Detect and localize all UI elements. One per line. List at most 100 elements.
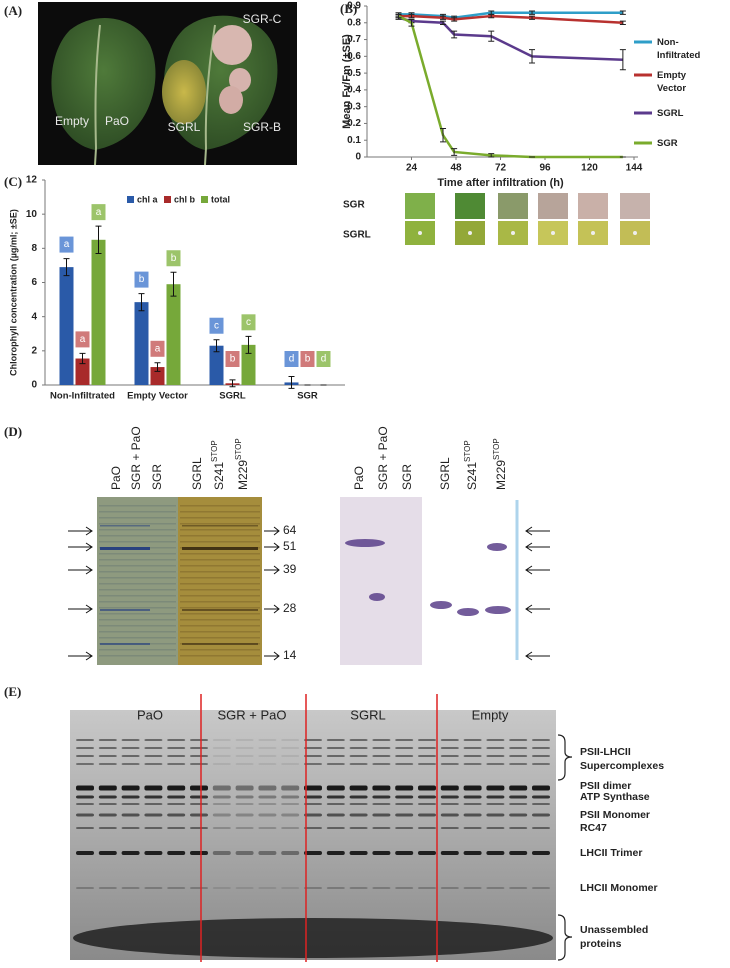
braces [557,734,573,961]
panel-label: (A) [4,3,22,18]
error-bar [154,362,161,372]
legend-swatch [164,196,171,203]
significance-letter: b [305,354,311,365]
x-tick-label: Empty Vector [127,391,188,402]
marker-label: 28 [283,601,297,615]
x-tick-label: Non-Infiltrated [50,391,115,402]
significance-letter: a [80,334,86,345]
y-tick-label: 12 [26,175,38,186]
significance-letter: a [64,239,70,250]
y-tick-label: 10 [26,209,38,220]
bar [209,345,224,385]
marker-label: 39 [283,562,297,576]
group-label: Empty [472,707,509,722]
error-bar [440,20,447,25]
panel-label: (D) [4,424,22,439]
group-label: SGR + PaO [218,707,287,722]
legend-label: chl b [174,194,196,204]
error-bar [408,18,415,27]
lane-label: SGR [400,464,414,490]
significance-letter: c [246,317,251,328]
lane-label: M229STOP [492,438,508,490]
significance-letter: d [321,354,327,365]
band-label: ATP Synthase [580,791,650,803]
bar [91,239,106,385]
lane-separators [200,694,438,962]
marker-label: 64 [283,523,297,537]
significance-letter: a [155,343,161,354]
error-bar [451,30,458,39]
legend-swatch [127,196,134,203]
error-bar [451,17,458,22]
line-series [397,14,623,159]
error-bar [619,10,626,15]
lane-label: S241STOP [463,440,479,490]
leaf-strip [405,193,650,245]
legend-label: chl a [137,194,159,204]
gel-images [97,497,522,665]
strip-label: SGR [343,200,365,211]
lane-label: SGR [150,464,164,490]
x-tick-label: 120 [581,163,598,174]
x-tick-label: 144 [626,163,643,174]
error-bar [213,339,220,353]
y-tick-label: 0.4 [347,85,361,96]
y-tick-label: 0.1 [347,135,361,146]
y-axis-label: Mean Fv/Fm (±SE) [341,34,353,129]
native-gel-bands [73,739,553,958]
bar [241,344,256,385]
error-bar [488,13,495,19]
marker-label: 14 [283,648,297,662]
leaf-label: Empty [55,114,89,128]
error-bar [63,258,70,277]
line-series [398,16,623,61]
bar [59,267,74,385]
x-tick-label: SGR [297,391,318,402]
error-bar [408,13,415,19]
lane-label: M229STOP [234,438,250,490]
legend-swatch [201,196,208,203]
error-bar [529,10,536,15]
y-tick-label: 0.2 [347,118,361,129]
panel-label: (B) [340,1,357,16]
legend-label: SGRL [657,108,684,119]
lane-label: SGR + PaO [129,426,143,490]
y-tick-label: 4 [31,311,37,322]
x-axis-label: Time after infiltration (h) [437,177,564,189]
error-bar [170,271,177,297]
error-bar [395,13,402,19]
x-tick-label: 48 [450,163,462,174]
y-tick-label: 0.8 [347,17,361,28]
x-tick-label: 96 [539,163,551,174]
gel-bands [99,505,511,657]
marker-label: 51 [283,539,297,553]
significance-letter: a [96,207,102,218]
bar [75,358,90,385]
leaf-label: SGR-C [243,12,282,26]
error-bar [229,379,236,388]
error-bar [488,153,495,158]
legend-label: total [211,194,230,204]
error-bar [440,15,447,20]
panel-label: (C) [4,174,22,189]
band-label: LHCII Monomer [580,882,658,894]
band-label: Unassembled proteins [580,924,648,950]
group-label: SGRL [350,707,385,722]
x-tick-label: 24 [406,163,418,174]
bar [166,284,181,385]
error-bar [440,127,447,143]
y-tick-label: 0.5 [347,68,361,79]
y-tick-label: 0 [31,380,37,391]
y-tick-label: 8 [31,243,37,254]
legend-label: Empty Vector [657,70,687,94]
lane-label: PaO [352,466,366,490]
error-bar [288,375,295,389]
y-axis-label: Chlorophyll concentration (µg/ml; ±SE) [8,209,18,376]
y-tick-label: 0.3 [347,101,361,112]
lane-label: SGRL [190,457,204,490]
error-bar [138,293,145,312]
x-tick-label: 72 [495,163,507,174]
error-bar [451,148,458,156]
error-bar [488,30,495,42]
